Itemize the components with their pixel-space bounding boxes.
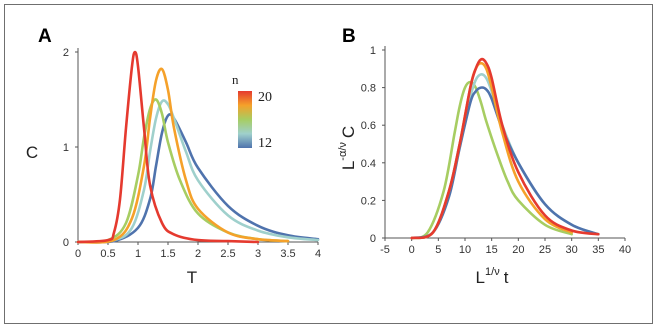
panel-b-x-axis-sup: 1/ν (485, 266, 500, 278)
panel-b-series-line-5 (410, 57, 600, 240)
x-tick-label: 3 (255, 248, 261, 260)
y-tick-label: 0.6 (361, 120, 376, 132)
x-tick-label: 2.5 (220, 248, 235, 260)
y-tick-label: 0.2 (361, 195, 376, 207)
x-tick-label: 40 (619, 244, 631, 256)
y-tick-label: 1 (370, 45, 376, 57)
figure-frame (4, 4, 653, 324)
x-tick-label: -5 (380, 244, 390, 256)
panel-b-y-axis-title: L-α/ν C (337, 126, 358, 170)
y-tick-label: 0 (370, 233, 376, 245)
panel-b-y-axis-sup: -α/ν (337, 142, 349, 161)
legend-title: n (232, 72, 239, 87)
x-tick-label: 3.5 (280, 248, 295, 260)
x-tick-label: 35 (592, 244, 604, 256)
panel-b-series-line-3 (410, 86, 600, 240)
panel-b-series-line-4 (410, 61, 573, 240)
x-tick-label: 30 (566, 244, 578, 256)
panel-b-letter: B (342, 26, 356, 47)
panel-b-x-axis-title: L1/ν t (476, 266, 509, 287)
panel-a-x-axis-title: T (187, 268, 197, 287)
x-tick-label: 15 (486, 244, 498, 256)
panel-b-y-axis-main: L (339, 161, 358, 170)
panel-a-series-line-2 (76, 99, 320, 244)
x-tick-label: 10 (459, 244, 471, 256)
x-tick-label: 0 (75, 248, 81, 260)
x-tick-label: 4 (315, 248, 321, 260)
x-tick-label: 1.5 (160, 248, 175, 260)
panel-b-axes: -5 0 5 10 15 20 25 30 35 40 0 0.2 0.4 0.6 0.8 1 (361, 45, 631, 256)
panel-a-series-line-4 (76, 67, 290, 244)
legend-label-bottom: 12 (258, 136, 272, 151)
panel-a-y-axis-title: C (26, 143, 38, 162)
y-tick-label: 0.8 (361, 83, 376, 95)
panel-b-curves (410, 57, 600, 240)
legend-color-bar (238, 91, 252, 148)
y-tick-label: 0 (63, 237, 69, 249)
panel-b-series-line-2 (410, 73, 600, 240)
panel-b-series-line-1 (410, 80, 573, 240)
panel-b-x-axis-main: L (476, 268, 485, 287)
x-tick-label: 2 (195, 248, 201, 260)
x-tick-label: 25 (539, 244, 551, 256)
legend: n 20 12 (232, 72, 272, 151)
x-tick-label: 1 (135, 248, 141, 260)
x-tick-label: 0 (409, 244, 415, 256)
x-tick-label: 5 (435, 244, 441, 256)
x-tick-label: 20 (512, 244, 524, 256)
panel-a-curves (76, 50, 320, 244)
y-tick-label: 0.4 (361, 158, 376, 170)
y-tick-label: 1 (63, 142, 69, 154)
panel-b-x-axis-tail: t (504, 268, 509, 287)
y-tick-label: 2 (63, 47, 69, 59)
x-tick-label: 0.5 (100, 248, 115, 260)
panel-a-letter: A (38, 26, 52, 47)
legend-label-top: 20 (258, 90, 272, 105)
panel-b-y-axis-tail: C (339, 126, 358, 138)
panel-a-series-line-5 (76, 50, 260, 244)
